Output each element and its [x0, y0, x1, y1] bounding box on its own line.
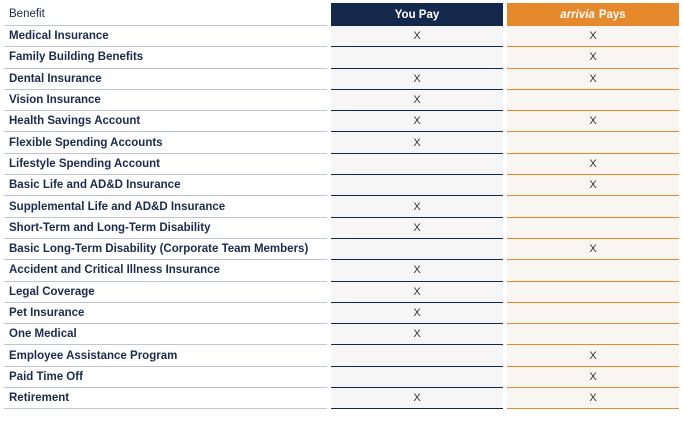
you-pay-cell — [331, 345, 503, 367]
you-pay-cell: X — [331, 260, 503, 282]
benefit-name-cell: Pet Insurance — [4, 303, 327, 325]
table-row: Basic Life and AD&D Insurance X — [4, 175, 679, 197]
company-pays-cell: X — [507, 345, 679, 367]
table-row: Paid Time Off X — [4, 366, 679, 389]
company-pays-cell — [507, 89, 679, 112]
company-pays-cell — [507, 281, 679, 303]
benefit-name-cell: Flexible Spending Accounts — [4, 132, 327, 154]
table-row: Basic Long-Term Disability (Corporate Te… — [4, 238, 679, 261]
table-row: Accident and Critical Illness Insurance X — [4, 260, 679, 282]
you-pay-cell: X — [331, 217, 503, 239]
benefit-column-header: Benefit — [4, 3, 327, 26]
benefit-name-cell: Medical Insurance — [4, 26, 327, 48]
table-row: Vision Insurance X — [4, 89, 679, 112]
benefit-name-cell: Paid Time Off — [4, 367, 327, 389]
benefit-name-cell: Vision Insurance — [4, 90, 327, 112]
benefit-name-cell: Family Building Benefits — [4, 47, 327, 69]
benefit-name-cell: Basic Long-Term Disability (Corporate Te… — [4, 239, 327, 261]
benefits-table: Benefit You Pay arrivia Pays Medical Ins… — [4, 3, 679, 410]
table-row: Flexible Spending Accounts X — [4, 132, 679, 154]
you-pay-cell: X — [331, 68, 503, 90]
table-row: Short-Term and Long-Term Disability X — [4, 217, 679, 239]
company-pays-cell — [507, 324, 679, 346]
benefit-name-cell: Basic Life and AD&D Insurance — [4, 175, 327, 197]
you-pay-cell — [331, 175, 503, 197]
benefit-name-cell: Employee Assistance Program — [4, 345, 327, 367]
company-pays-cell: X — [507, 153, 679, 176]
benefit-name-cell: Supplemental Life and AD&D Insurance — [4, 196, 327, 218]
benefit-name-cell: One Medical — [4, 324, 327, 346]
company-pays-cell: X — [507, 175, 679, 197]
company-pays-cell: X — [507, 26, 679, 48]
table-row: Retirement X X — [4, 388, 679, 410]
table-header-row: Benefit You Pay arrivia Pays — [4, 3, 679, 26]
table-row: Health Savings Account X X — [4, 111, 679, 133]
table-row: Lifestyle Spending Account X — [4, 153, 679, 176]
company-pays-cell: X — [507, 47, 679, 69]
benefit-name-cell: Lifestyle Spending Account — [4, 154, 327, 176]
benefit-name-cell: Legal Coverage — [4, 282, 327, 303]
benefit-name-cell: Retirement — [4, 388, 327, 410]
table-row: Family Building Benefits X — [4, 47, 679, 69]
table-body: Medical Insurance X X Family Building Benef… — [4, 26, 679, 410]
company-pays-cell: X — [507, 388, 679, 410]
you-pay-cell: X — [331, 132, 503, 154]
you-pay-cell: X — [331, 196, 503, 218]
you-pay-cell: X — [331, 281, 503, 303]
benefit-name-cell: Health Savings Account — [4, 111, 327, 133]
you-pay-column-header: You Pay — [331, 3, 503, 26]
company-pays-cell — [507, 260, 679, 282]
you-pay-cell: X — [331, 388, 503, 410]
company-pays-column-header: arrivia Pays — [507, 3, 679, 26]
company-pays-cell: X — [507, 366, 679, 389]
you-pay-cell: X — [331, 26, 503, 48]
table-row: Legal Coverage X — [4, 281, 679, 303]
benefit-name-cell: Short-Term and Long-Term Disability — [4, 218, 327, 239]
company-pays-cell — [507, 217, 679, 239]
table-row: Medical Insurance X X — [4, 26, 679, 48]
company-pays-label: Pays — [598, 8, 626, 21]
table-row: Dental Insurance X X — [4, 68, 679, 90]
you-pay-cell: X — [331, 302, 503, 325]
company-pays-cell: X — [507, 111, 679, 133]
company-pays-cell: X — [507, 238, 679, 261]
you-pay-cell — [331, 238, 503, 261]
table-row: Employee Assistance Program X — [4, 345, 679, 367]
you-pay-cell — [331, 153, 503, 176]
company-pays-cell: X — [507, 68, 679, 90]
benefit-name-cell: Dental Insurance — [4, 69, 327, 90]
table-row: Pet Insurance X — [4, 302, 679, 325]
you-pay-cell: X — [331, 324, 503, 346]
you-pay-cell — [331, 366, 503, 389]
company-pays-cell — [507, 302, 679, 325]
table-row: One Medical X — [4, 324, 679, 346]
benefit-name-cell: Accident and Critical Illness Insurance — [4, 260, 327, 282]
you-pay-cell — [331, 47, 503, 69]
you-pay-cell: X — [331, 111, 503, 133]
company-pays-cell — [507, 132, 679, 154]
company-pays-cell — [507, 196, 679, 218]
table-row: Supplemental Life and AD&D Insurance X — [4, 196, 679, 218]
you-pay-cell: X — [331, 89, 503, 112]
company-brand-name: arrivia — [560, 8, 595, 21]
